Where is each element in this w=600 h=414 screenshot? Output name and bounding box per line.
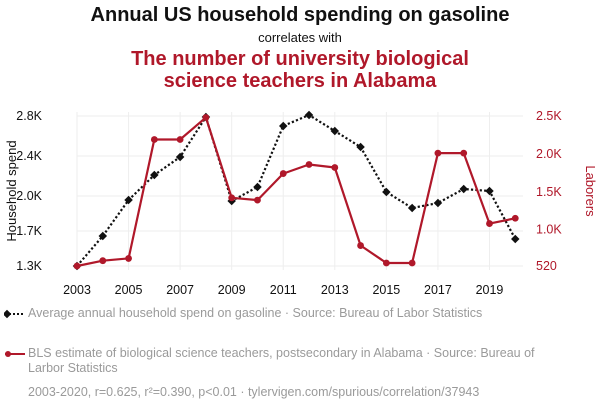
chart-title-secondary-line-2: science teachers in Alabama (163, 70, 437, 92)
data-point-teachers (150, 136, 158, 143)
data-point-household-spend (330, 126, 340, 136)
data-point-teachers (331, 164, 339, 171)
data-point-teachers (176, 136, 184, 143)
data-point-household-spend (150, 170, 159, 180)
y-left-axis-label: Household spend (4, 140, 19, 241)
data-point-household-spend (279, 121, 288, 131)
data-point-household-spend (98, 231, 108, 241)
data-point-household-spend (485, 186, 494, 196)
y-left-tick-label: 1.3K (16, 259, 42, 273)
legend-label-household-spend: Average annual household spend on gasoli… (28, 306, 483, 320)
chart-title: Annual US household spending on gasoline (90, 4, 510, 26)
data-point-household-spend (124, 195, 133, 205)
legend-swatch-black (4, 309, 25, 319)
y-left-tick-label: 2.4K (16, 149, 42, 163)
data-point-household-spend (459, 184, 468, 194)
x-tick-label: 2017 (424, 283, 452, 297)
data-point-teachers (434, 149, 442, 157)
x-tick-label: 2007 (166, 283, 194, 297)
data-point-teachers (357, 242, 364, 249)
x-tick-label: 2003 (63, 283, 91, 297)
data-point-teachers (511, 214, 519, 222)
data-point-household-spend (382, 187, 391, 197)
data-point-teachers (486, 220, 493, 227)
series-line-household-spend (76, 113, 517, 267)
data-point-household-spend (253, 182, 262, 192)
chart-subtitle: correlates with (258, 30, 342, 45)
data-point-teachers (254, 196, 261, 204)
y-left-tick-label: 2.0K (16, 189, 42, 203)
data-point-teachers (460, 149, 468, 157)
y-right-tick-label: 1.5K (536, 185, 562, 199)
data-point-teachers (125, 255, 132, 262)
data-point-teachers (73, 262, 81, 270)
chart-title-secondary: The number of university biological scie… (0, 48, 600, 92)
legend-label-teachers: BLS estimate of biological science teach… (28, 346, 535, 375)
y-right-tick-label: 2.5K (536, 109, 562, 123)
y-left-tick-label: 2.8K (16, 109, 42, 123)
chart-footer: 2003-2020, r=0.625, r²=0.390, p<0.01 · t… (28, 385, 480, 399)
y-left-tick-label: 1.7K (16, 224, 42, 238)
x-tick-label: 2019 (476, 283, 504, 297)
data-point-teachers (408, 259, 416, 267)
data-point-household-spend (304, 110, 314, 120)
x-tick-label: 2013 (321, 283, 349, 297)
chart-plot-area: 1.3K 1.7K 2.0K 2.4K 2.8K 520 1.0K 1.5K 2.0K 2.5K 2… (4, 109, 598, 297)
x-tick-label: 2015 (372, 283, 400, 297)
series-line-teachers (76, 116, 516, 268)
legend-item-teachers: BLS estimate of biological science teach… (4, 346, 564, 378)
x-tick-label: 2011 (270, 283, 297, 297)
data-point-household-spend (356, 142, 365, 152)
data-point-teachers (228, 194, 236, 202)
data-point-household-spend (511, 234, 520, 244)
data-point-household-spend (175, 152, 185, 162)
y-right-tick-label: 2.0K (536, 147, 562, 161)
data-point-household-spend (407, 203, 417, 213)
y-right-tick-label: 520 (536, 259, 557, 273)
y-right-tick-label: 1.0K (536, 223, 562, 237)
legend-item-household-spend: Average annual household spend on gasoli… (4, 306, 564, 338)
data-point-teachers (99, 257, 107, 265)
data-point-teachers (279, 170, 287, 177)
x-tick-label: 2005 (115, 283, 143, 297)
data-point-teachers (305, 161, 313, 168)
data-point-household-spend (433, 198, 443, 208)
legend-swatch-red (5, 351, 25, 357)
y-right-axis-label: Laborers (583, 165, 598, 217)
data-point-teachers (202, 114, 210, 121)
data-point-teachers (382, 259, 390, 267)
chart-title-secondary-line-1: The number of university biological (131, 48, 469, 70)
x-tick-label: 2009 (218, 283, 246, 297)
